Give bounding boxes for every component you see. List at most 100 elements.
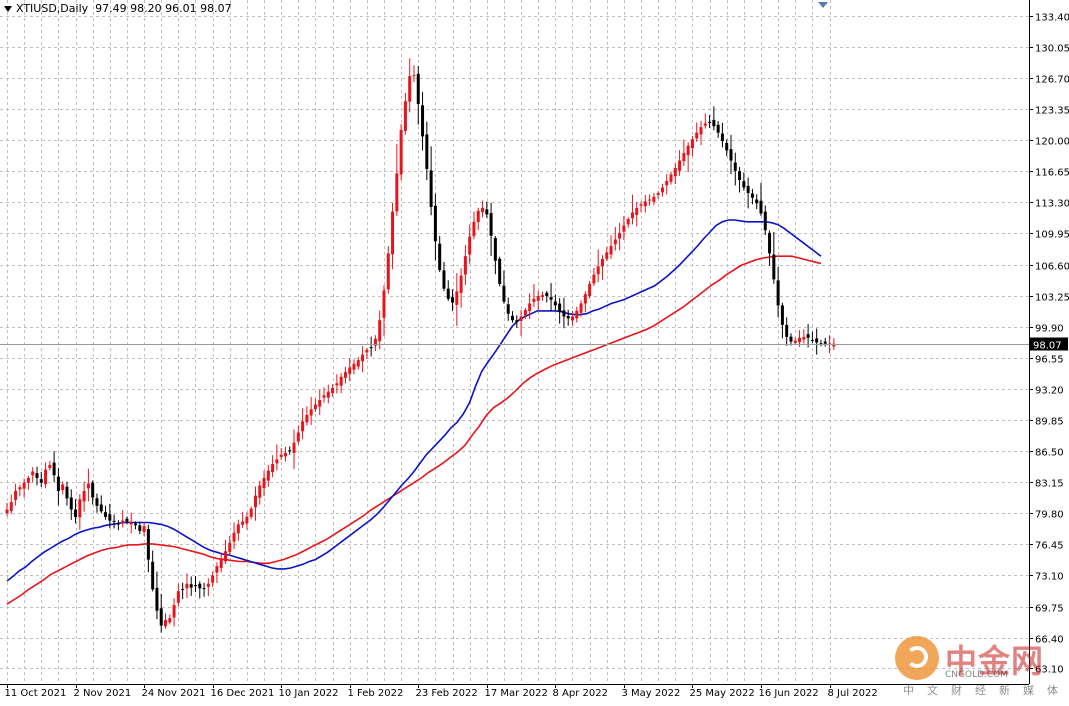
candle-body <box>91 482 95 498</box>
candle-body <box>104 512 108 517</box>
y-tick-label: 93.20 <box>1035 386 1064 397</box>
candle-body <box>198 583 202 589</box>
candle-body <box>523 309 527 316</box>
candle-body <box>356 360 360 367</box>
candle-body <box>519 316 523 321</box>
candle-body <box>536 296 540 301</box>
x-tick-label: 8 Jul 2022 <box>828 688 878 699</box>
candle-body <box>151 561 155 590</box>
candle-body <box>630 212 634 219</box>
candle-body <box>596 266 600 275</box>
candle-body <box>288 450 292 452</box>
candle-body <box>421 105 425 137</box>
candle-body <box>755 199 759 204</box>
candle-body <box>686 145 690 156</box>
candle-body <box>802 336 806 340</box>
candle-body <box>553 301 557 306</box>
candle-body <box>305 414 309 423</box>
candle-body <box>236 524 240 534</box>
candle-body <box>69 497 73 510</box>
last-price-box <box>1030 337 1068 351</box>
candle-body <box>211 575 215 583</box>
y-tick-label: 86.50 <box>1035 448 1064 459</box>
candle-body <box>395 173 399 212</box>
candle-body <box>425 134 429 169</box>
candle-body <box>733 162 737 171</box>
candle-body <box>780 305 784 325</box>
candle-body <box>699 127 703 135</box>
candle-body <box>52 462 56 476</box>
candle-body <box>108 514 112 521</box>
candle-body <box>176 591 180 603</box>
candle-body <box>532 298 536 302</box>
symbol-header: XTIUSD,Daily 97.49 98.20 96.01 98.07 <box>4 2 232 15</box>
y-tick-label: 126.70 <box>1035 75 1069 86</box>
y-tick-label: 83.15 <box>1035 479 1064 490</box>
y-tick-label: 120.00 <box>1035 137 1069 148</box>
candle-body <box>759 200 763 214</box>
candle-body <box>134 523 138 526</box>
candle-body <box>635 207 639 215</box>
candle-body <box>408 76 412 102</box>
candle-body <box>648 199 652 201</box>
candle-body <box>725 142 729 151</box>
moving-averages <box>6 219 822 605</box>
candle-body <box>798 337 802 343</box>
candle-body <box>558 303 562 312</box>
candle-body <box>746 185 750 194</box>
candle-body <box>283 452 287 457</box>
candle-body <box>382 290 386 318</box>
watermark-name: 中金网 <box>945 642 1045 680</box>
y-tick-label: 66.40 <box>1035 635 1064 646</box>
candle-body <box>669 174 673 182</box>
candle-body <box>643 201 647 207</box>
y-tick-label: 103.25 <box>1035 293 1069 304</box>
candle-body <box>18 487 22 490</box>
candle-body <box>545 292 549 297</box>
candle-body <box>438 243 442 271</box>
dropdown-triangle-icon[interactable] <box>4 6 12 12</box>
brand-logo-swirl <box>906 646 928 668</box>
candle-body <box>485 209 489 215</box>
candle-body <box>219 558 223 568</box>
candle-body <box>622 225 626 232</box>
candle-body <box>181 588 185 590</box>
y-tick-label: 76.45 <box>1035 541 1064 552</box>
candle-body <box>318 400 322 407</box>
candle-body <box>579 303 583 313</box>
candle-body <box>35 473 39 478</box>
ohlc-values: 97.49 98.20 96.01 98.07 <box>95 2 232 15</box>
candle-body <box>695 132 699 139</box>
candle-body <box>116 522 120 525</box>
candle-body <box>832 343 836 347</box>
candle-body <box>476 210 480 223</box>
watermark: 中金网 CNGOLD.COM 中文财经新媒体 <box>895 636 1058 697</box>
candle-body <box>172 605 176 618</box>
candle-body <box>39 479 43 483</box>
y-tick-label: 73.10 <box>1035 572 1064 583</box>
y-tick-label: 123.35 <box>1035 106 1069 117</box>
candle-body <box>665 180 669 186</box>
candle-body <box>772 254 776 280</box>
candle-body <box>789 336 793 342</box>
candle-body <box>549 297 553 300</box>
candle-body <box>738 171 742 181</box>
candle-body <box>74 509 78 517</box>
candle-body <box>823 341 827 344</box>
candle-body <box>412 75 416 77</box>
chart-shift-marker-icon[interactable] <box>818 2 828 8</box>
candle-body <box>391 211 395 255</box>
candle-body <box>656 193 660 195</box>
candle-body <box>660 187 664 193</box>
candle-body <box>138 525 142 531</box>
x-tick-label: 24 Nov 2021 <box>142 688 206 699</box>
candle-body <box>56 476 60 491</box>
candle-body <box>373 338 377 346</box>
candle-body <box>313 404 317 410</box>
candle-body <box>352 363 356 370</box>
last-price-label: 98.07 <box>1033 341 1062 352</box>
candle-body <box>339 376 343 386</box>
candle-body <box>570 316 574 321</box>
